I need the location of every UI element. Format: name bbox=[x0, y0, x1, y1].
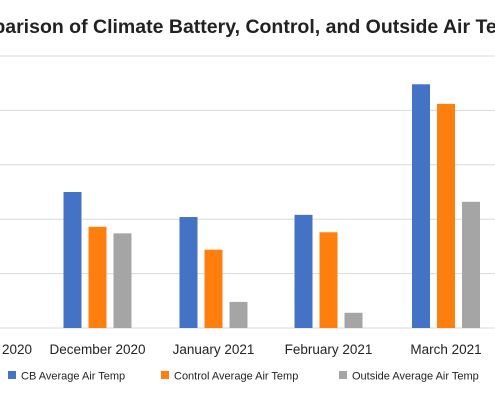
legend-label-1: CB Average Air Temp bbox=[21, 371, 125, 383]
bar-series1-cat3 bbox=[179, 217, 198, 328]
legend-swatch-3 bbox=[339, 371, 347, 379]
x-tick-label-4: February 2021 bbox=[285, 342, 373, 357]
x-tick-label-3: January 2021 bbox=[173, 342, 255, 357]
bar-series2-cat4 bbox=[319, 232, 338, 328]
x-tick-label-1: 2020 bbox=[2, 342, 32, 357]
bar-layer bbox=[63, 84, 480, 329]
bar-series3-cat4 bbox=[344, 312, 363, 328]
bar-series1-cat5 bbox=[412, 84, 430, 329]
x-tick-label-5: March 2021 bbox=[410, 342, 481, 357]
legend-label-3: Outside Average Air Temp bbox=[352, 371, 479, 383]
chart-title: Comparison of Climate Battery, Control, … bbox=[0, 16, 495, 38]
x-axis-labels: 2020 December 2020 January 2021 February 20… bbox=[2, 342, 482, 357]
x-tick-label-2: December 2020 bbox=[49, 342, 145, 357]
bar-series1-cat2 bbox=[63, 192, 82, 328]
legend-swatch-1 bbox=[8, 371, 16, 379]
bar-series3-cat5 bbox=[462, 201, 480, 328]
bar-series1-cat4 bbox=[294, 214, 313, 328]
legend: CB Average Air Temp Control Average Air T… bbox=[8, 371, 479, 383]
bar-series2-cat5 bbox=[437, 103, 455, 328]
bar-series2-cat2 bbox=[88, 226, 107, 328]
bar-series2-cat3 bbox=[204, 249, 223, 328]
legend-label-2: Control Average Air Temp bbox=[174, 371, 298, 383]
bar-series3-cat3 bbox=[229, 301, 248, 328]
legend-swatch-2 bbox=[161, 371, 169, 379]
bar-series3-cat2 bbox=[113, 233, 132, 328]
